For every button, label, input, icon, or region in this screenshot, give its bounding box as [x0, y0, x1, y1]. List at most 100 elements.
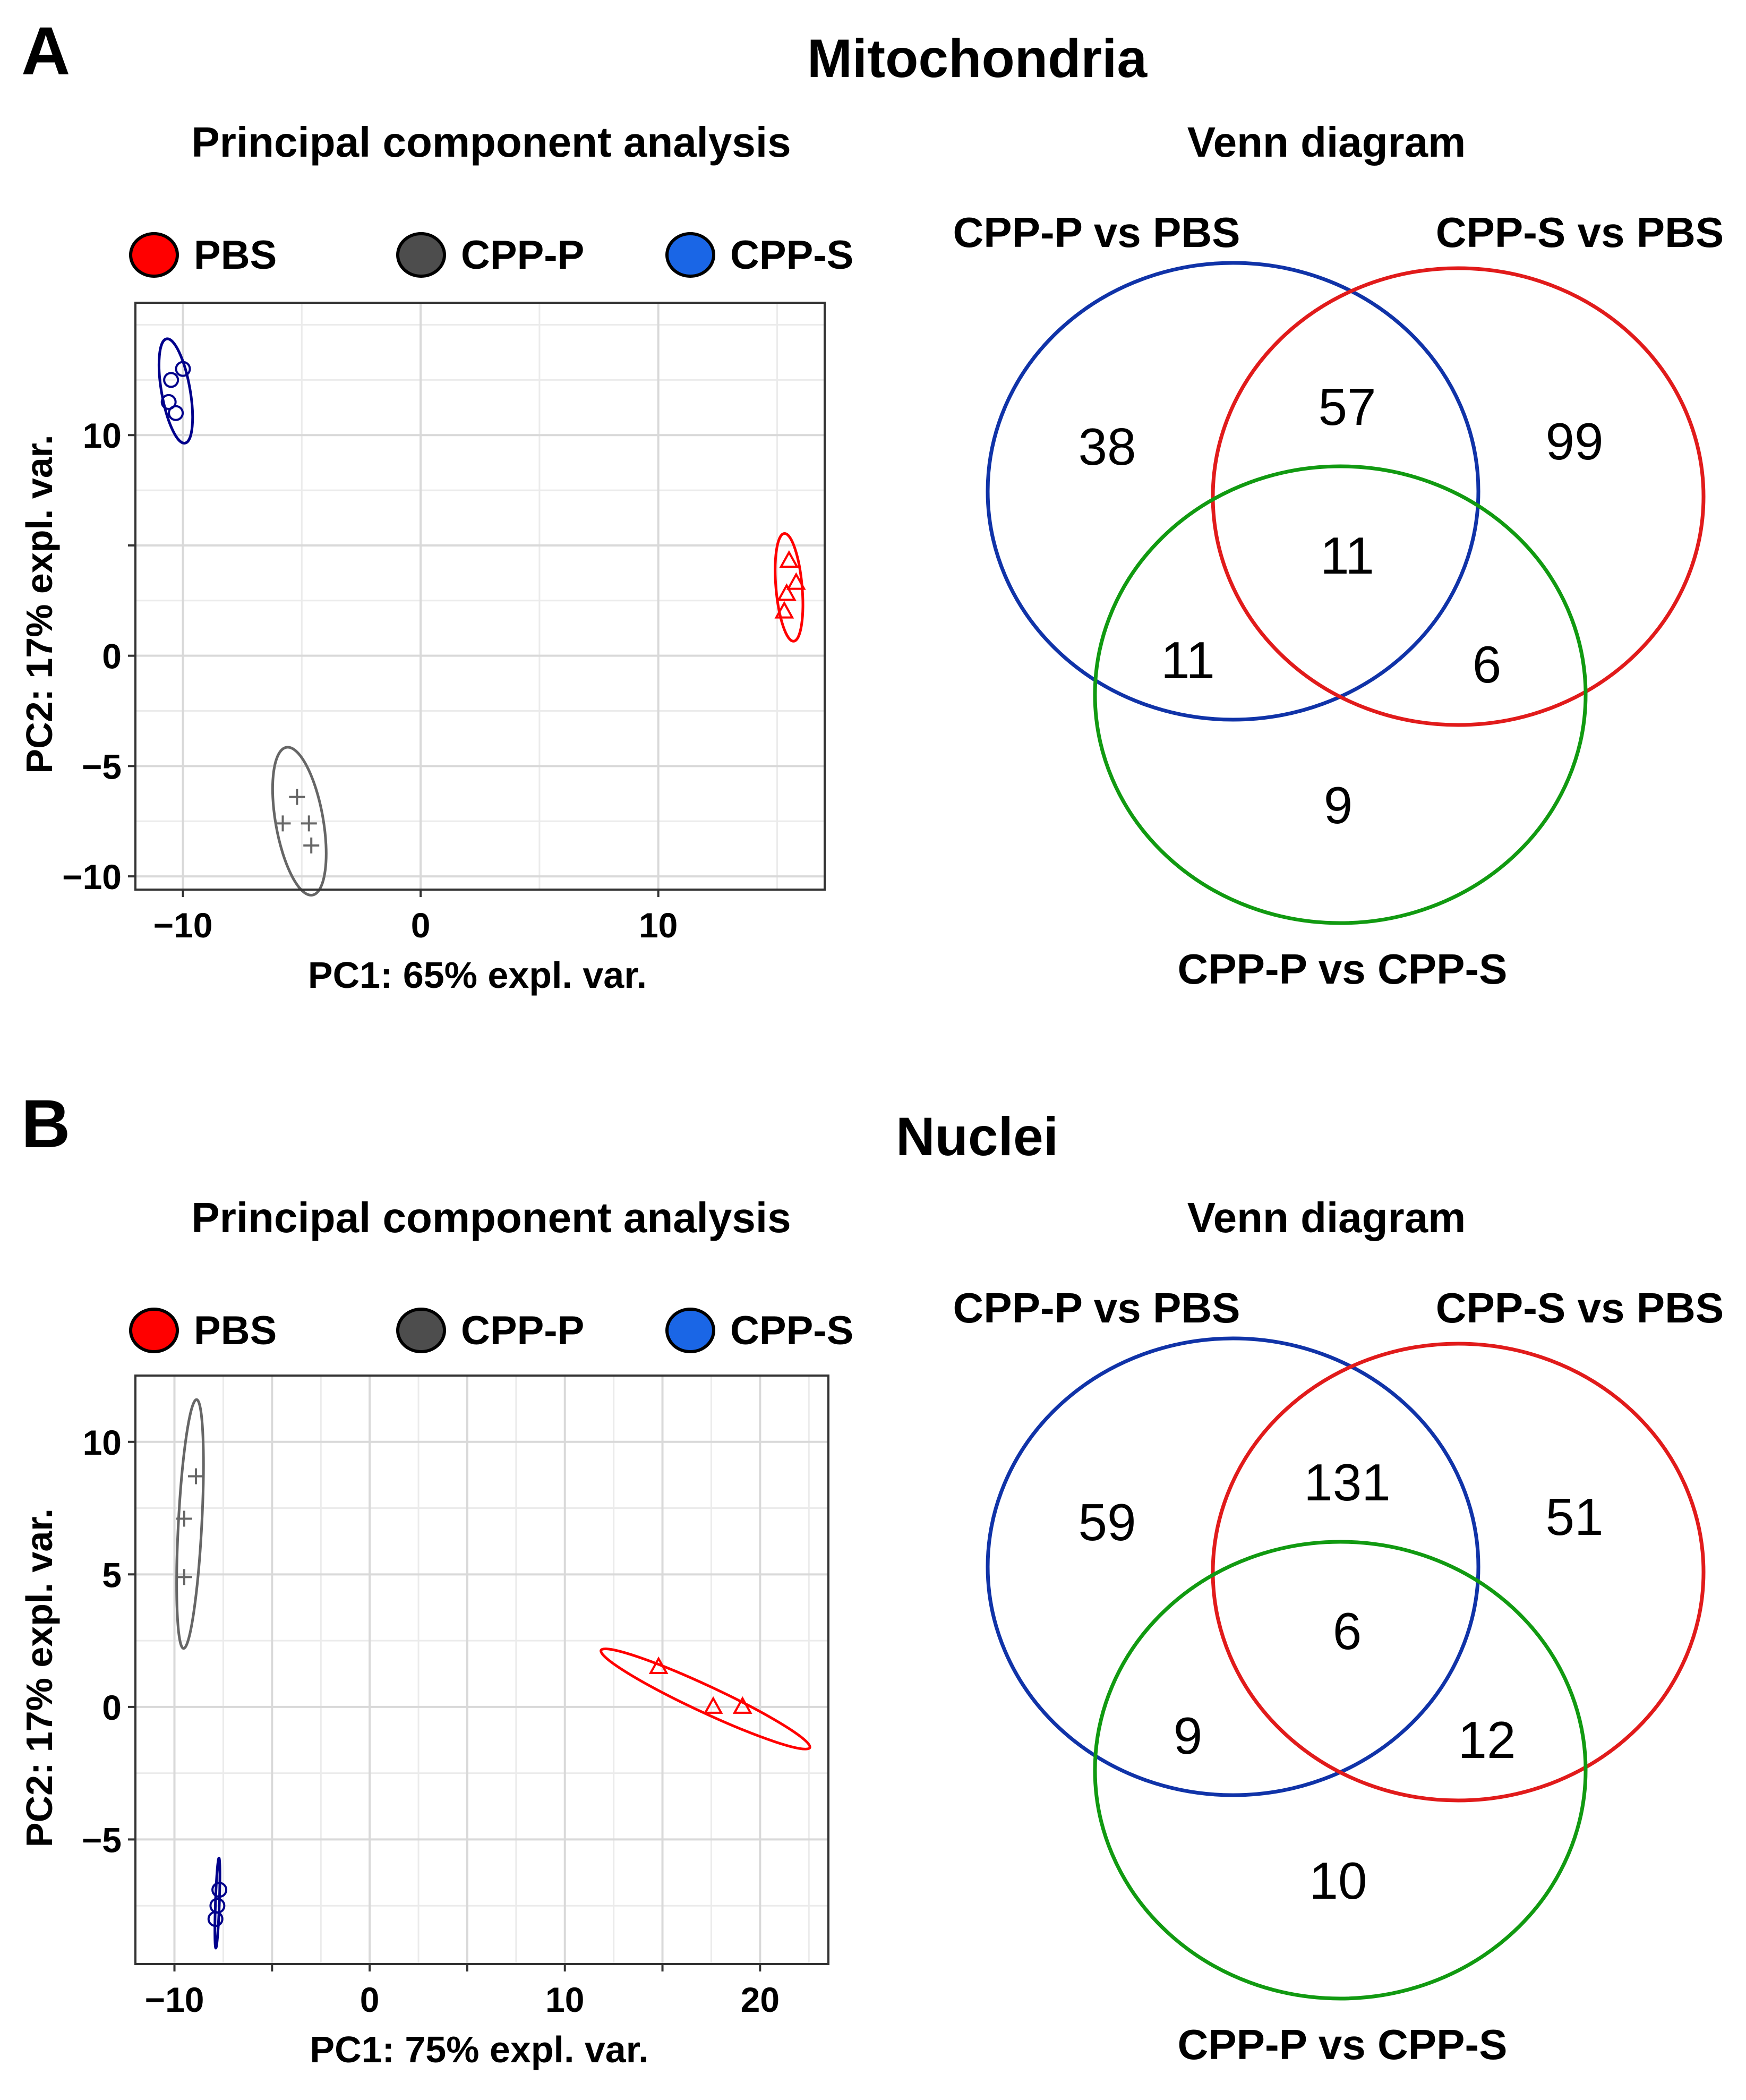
data-point [175, 361, 191, 377]
series-pbs [600, 1647, 811, 1751]
y-axis-label: PC2: 17% expl. var. [19, 1508, 60, 1847]
series-cpp-p [175, 1398, 205, 1650]
venn-count-1-2-3: 11 [1320, 526, 1374, 585]
data-point [648, 1656, 669, 1675]
confidence-ellipse-pbs [600, 1647, 811, 1751]
panel-a: A Mitochondria Principal component analysi… [19, 13, 1724, 996]
data-point [176, 1569, 192, 1585]
plot-background [135, 1376, 828, 1964]
legend-swatch-pbs [129, 232, 179, 278]
series-cpp-s [207, 1856, 228, 1950]
panel-title: Mitochondria [807, 28, 1148, 89]
axis-ticks: −10 0 10 −10 −5 0 10 [62, 416, 678, 945]
data-point [289, 789, 305, 805]
data-point [275, 815, 291, 832]
confidence-ellipse-cpp-p [175, 1398, 205, 1650]
venn-set-label: CPP-P vs PBS [953, 1284, 1240, 1331]
venn-count-1-2: 57 [1318, 378, 1376, 436]
legend-label: CPP-S [730, 233, 853, 278]
x-tick-label: 0 [411, 906, 431, 945]
venn-set-3-circle [1093, 1540, 1588, 2001]
series-cpp-s [157, 337, 194, 445]
legend-item-pbs: PBS [129, 1308, 277, 1353]
confidence-ellipse-cpp-s [157, 337, 194, 445]
grid [135, 1375, 828, 1964]
legend-item-pbs: PBS [129, 232, 277, 278]
y-tick-label: 0 [102, 1688, 122, 1727]
data-point [779, 550, 799, 568]
venn-set-2-circle [1211, 266, 1706, 727]
venn-title: Venn diagram [1187, 118, 1466, 166]
venn-count-2-3: 6 [1473, 635, 1502, 694]
y-tick-label: 5 [102, 1555, 122, 1594]
pca-plot: −10 0 10 20 −5 0 5 10 PC1: 75% expl. var. PC2: 17… [19, 1375, 829, 2070]
venn-set-1-circle [986, 1336, 1480, 1797]
venn-diagram: CPP-P vs PBS CPP-S vs PBS CPP-P vs CPP-S 38… [953, 209, 1724, 993]
legend-label: CPP-P [461, 233, 584, 278]
grid [135, 303, 825, 890]
venn-count-1-2: 131 [1304, 1453, 1391, 1512]
panel-letter: B [21, 1086, 70, 1162]
venn-count-1-3: 11 [1161, 631, 1215, 689]
data-point [176, 1510, 192, 1527]
venn-set-label: CPP-S vs PBS [1436, 1284, 1724, 1331]
data-point [703, 1696, 723, 1714]
x-tick-label: 20 [741, 1980, 780, 2019]
legend-swatch-cpp-p [396, 1308, 446, 1353]
venn-count-2-3: 12 [1458, 1711, 1516, 1769]
venn-diagram: CPP-P vs PBS CPP-S vs PBS CPP-P vs CPP-S 59… [953, 1284, 1724, 2068]
venn-set-label: CPP-P vs PBS [953, 209, 1240, 256]
venn-set-3-circle [1093, 464, 1588, 925]
plot-border [134, 1375, 829, 1965]
legend-swatch-cpp-p [396, 232, 446, 278]
venn-count-only-1: 59 [1078, 1493, 1136, 1551]
legend-swatch-cpp-s [665, 232, 715, 278]
x-tick-label: 0 [360, 1980, 380, 2019]
legend-swatch-pbs [129, 1308, 179, 1353]
data-point [211, 1882, 228, 1898]
panel-b: B Nuclei Principal component analysis Venn … [19, 1086, 1724, 2070]
data-point [168, 405, 184, 421]
y-tick-label: −5 [82, 1820, 122, 1859]
legend-label: CPP-P [461, 1308, 584, 1353]
x-tick-label: −10 [153, 906, 213, 945]
confidence-ellipse-cpp-s [213, 1856, 221, 1950]
legend-label: PBS [194, 233, 277, 278]
data-point [774, 601, 794, 619]
y-tick-label: 10 [83, 1423, 122, 1462]
panel-letter: A [21, 13, 70, 89]
venn-count-only-1: 38 [1078, 417, 1136, 476]
legend-swatch-cpp-s [665, 1308, 715, 1353]
data-point [303, 837, 320, 853]
venn-count-only-3: 9 [1324, 776, 1353, 834]
data-point [163, 372, 179, 388]
legend-label: PBS [194, 1308, 277, 1353]
x-tick-label: 10 [545, 1980, 584, 2019]
venn-set-label: CPP-P vs CPP-S [1178, 945, 1508, 993]
y-tick-label: −10 [62, 857, 122, 897]
x-axis-label: PC1: 75% expl. var. [310, 2029, 648, 2070]
venn-set-1-circle [986, 261, 1480, 722]
axis-ticks: −10 0 10 20 −5 0 5 10 [82, 1423, 780, 2019]
venn-count-only-2: 51 [1545, 1488, 1603, 1546]
venn-set-2-circle [1211, 1342, 1706, 1803]
data-point [776, 583, 797, 601]
y-tick-label: −5 [82, 747, 122, 786]
pca-title: Principal component analysis [191, 118, 791, 166]
series-pbs [774, 532, 806, 643]
x-tick-label: 10 [639, 906, 678, 945]
x-tick-label: −10 [145, 1980, 204, 2019]
y-axis-label: PC2: 17% expl. var. [19, 434, 60, 773]
data-point [207, 1911, 224, 1927]
plot-background [135, 303, 825, 890]
venn-set-label: CPP-P vs CPP-S [1178, 2021, 1508, 2068]
x-axis-label: PC1: 65% expl. var. [308, 954, 647, 996]
y-tick-label: 0 [102, 637, 122, 676]
venn-count-1-2-3: 6 [1333, 1602, 1362, 1660]
legend-item-cpp-s: CPP-S [665, 232, 853, 278]
data-point [160, 394, 177, 410]
data-point [187, 1468, 204, 1484]
pca-title: Principal component analysis [191, 1194, 791, 1241]
venn-count-only-3: 10 [1309, 1851, 1367, 1910]
